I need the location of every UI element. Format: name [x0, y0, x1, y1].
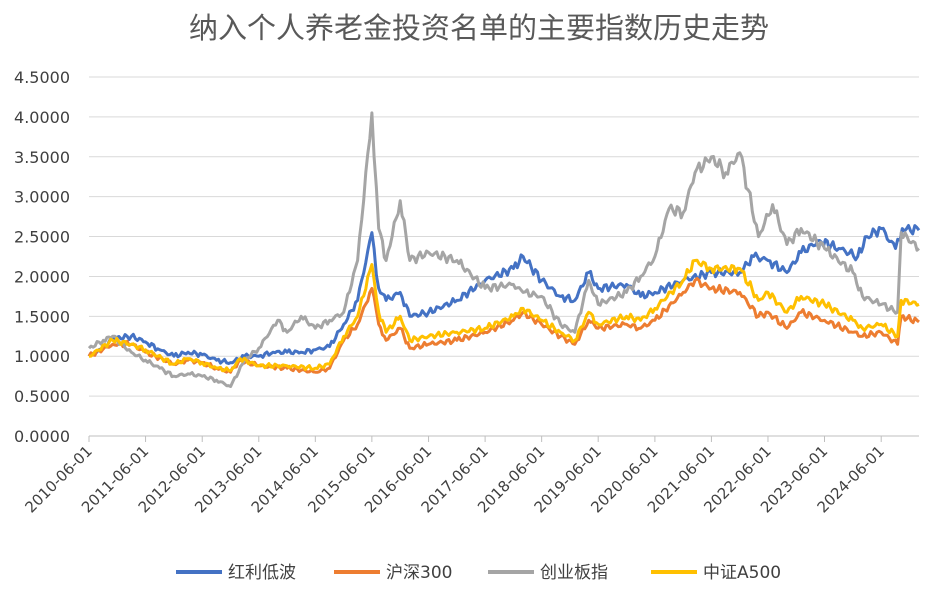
- x-axis-ticks: 2010-06-012011-06-012012-06-012013-06-01…: [21, 436, 888, 516]
- y-tick-label: 2.5000: [14, 228, 70, 247]
- y-axis-ticks: 0.0000 0.5000 1.0000 1.5000 2.0000 2.5000 3.00…: [14, 68, 70, 446]
- y-tick-label: 1.5000: [14, 307, 70, 326]
- y-tick-label: 3.0000: [14, 188, 70, 207]
- y-tick-label: 4.5000: [14, 68, 70, 87]
- legend-label: 红利低波: [228, 563, 296, 583]
- chart-title: 纳入个人养老金投资名单的主要指数历史走势: [189, 11, 769, 45]
- series-line-3: [87, 111, 920, 388]
- legend-label: 中证A500: [703, 563, 781, 583]
- y-tick-label: 0.0000: [14, 427, 70, 446]
- legend-label: 沪深300: [386, 563, 452, 583]
- y-tick-label: 1.0000: [14, 347, 70, 366]
- series-lines: [87, 111, 921, 388]
- y-tick-label: 0.5000: [14, 387, 70, 406]
- series-line-4: [88, 258, 920, 373]
- y-tick-label: 2.0000: [14, 267, 70, 286]
- y-tick-label: 4.0000: [14, 108, 70, 127]
- gridlines: [89, 76, 919, 397]
- series-line-1: [87, 224, 921, 365]
- legend: 红利低波 沪深300 创业板指 中证A500: [176, 563, 781, 583]
- y-tick-label: 3.5000: [14, 148, 70, 167]
- legend-label: 创业板指: [540, 563, 608, 583]
